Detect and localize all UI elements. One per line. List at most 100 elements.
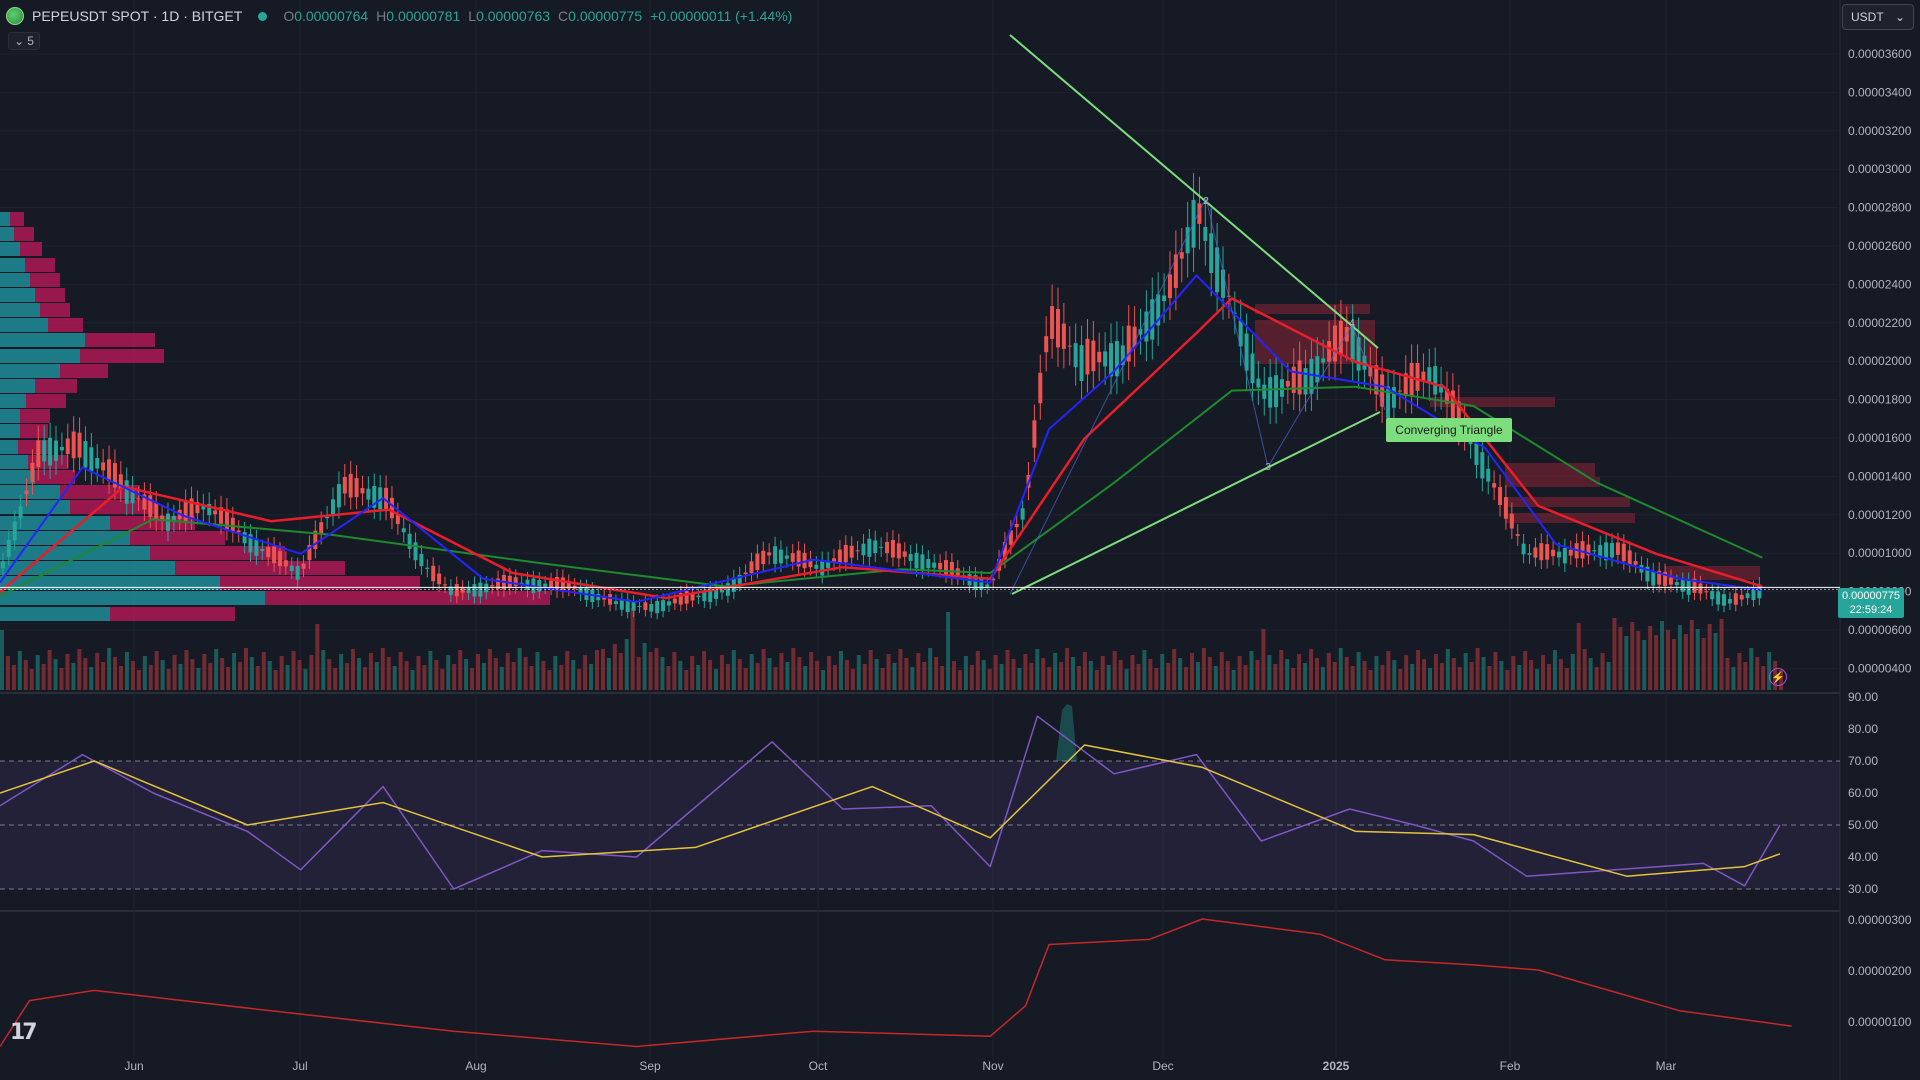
volume-bar [1243, 665, 1248, 690]
volume-profile-buy [0, 394, 26, 408]
currency-select[interactable]: USDT ⌄ [1842, 4, 1914, 30]
volume-bar [1178, 658, 1183, 690]
volume-bar [392, 666, 397, 690]
volume-bar [809, 652, 814, 690]
candle-body [1503, 497, 1508, 519]
candle-body [83, 441, 88, 468]
triangle-upper-trendline [1009, 34, 1379, 349]
volume-bar [59, 668, 64, 690]
candle-body [896, 543, 901, 559]
candle-body [171, 515, 176, 522]
volume-bar [1737, 653, 1742, 690]
volume-bar [940, 666, 945, 690]
candle-body [1014, 523, 1019, 528]
volume-bar [1588, 658, 1593, 690]
candle-body [1539, 543, 1544, 561]
candle-body [1391, 387, 1396, 408]
tradingview-logo[interactable]: 17 [10, 1020, 38, 1045]
volume-bar [547, 670, 552, 690]
candle-body [1203, 226, 1208, 241]
lightning-icon[interactable]: ⚡ [1769, 668, 1787, 686]
volume-bar [1439, 663, 1444, 690]
volume-bar [464, 659, 469, 690]
volume-bar [1713, 633, 1718, 690]
candle-body [1456, 401, 1461, 431]
volume-bar [362, 667, 367, 690]
volume-bar [499, 667, 504, 690]
candle-body [431, 565, 436, 582]
volume-bar [1213, 666, 1218, 690]
volume-bar [1071, 657, 1075, 690]
candle-body [1061, 323, 1066, 349]
candle-body [1321, 358, 1326, 363]
volume-bar [267, 661, 272, 690]
candle-body [289, 565, 294, 571]
candle-body [1439, 384, 1444, 393]
candle-body [755, 553, 760, 571]
pattern-label[interactable]: Converging Triangle [1386, 418, 1512, 442]
candle-body [1733, 593, 1738, 605]
volume-bar [880, 668, 885, 690]
volume-bar [827, 656, 832, 690]
candle-body [248, 534, 253, 553]
candle-body [53, 440, 58, 462]
volume-bar [1047, 667, 1052, 690]
candle-body [1592, 550, 1597, 552]
candle-body [336, 484, 341, 508]
candle-body [778, 549, 783, 564]
candle-body [920, 554, 925, 571]
candle-body [148, 495, 153, 517]
candle-body [578, 587, 583, 594]
candle-body [254, 539, 259, 556]
volume-bar [993, 655, 998, 690]
volume-bar [910, 667, 915, 690]
candle-body [702, 591, 707, 602]
candle-body [348, 473, 353, 498]
volume-bar [892, 663, 897, 690]
volume-bar [398, 652, 403, 690]
candle-body [1109, 343, 1114, 377]
candle-body [1745, 593, 1750, 599]
volume-bar [779, 653, 784, 690]
symbol-title[interactable]: PEPEUSDT SPOT · 1D · BITGET [32, 8, 243, 24]
bar-countdown: 22:59:24 [1849, 604, 1893, 616]
volume-bar [1142, 650, 1147, 690]
volume-bar [47, 650, 52, 690]
candle-body [401, 528, 406, 533]
volume-bar [755, 663, 760, 690]
candle-body [1274, 375, 1279, 408]
volume-bar [41, 664, 46, 690]
low-label: L [468, 8, 477, 24]
candle-body [1615, 542, 1620, 555]
candle-body [59, 446, 64, 451]
candle-body [219, 507, 224, 524]
candle-body [1433, 366, 1438, 395]
volume-bars [0, 608, 1784, 690]
volume-profile-sell [20, 424, 48, 438]
volume-bar [1380, 665, 1385, 690]
volume-bar [214, 649, 219, 690]
volume-profile-buy [0, 409, 20, 423]
volume-bar [238, 662, 242, 690]
volume-bar [660, 657, 665, 690]
indicator-toggle-button[interactable]: ⌄ 5 [8, 32, 40, 50]
volume-profile-buy [0, 546, 150, 560]
volume-bar [1172, 649, 1177, 690]
candle-body [266, 547, 271, 558]
candle-body [1132, 326, 1137, 348]
volume-profile-buy [0, 516, 110, 530]
ema-mid-line [0, 297, 1763, 600]
candle-body [672, 598, 677, 604]
volume-bar [380, 648, 385, 690]
candle-body [1657, 570, 1662, 585]
candle-body [1521, 543, 1526, 555]
candle-body [1716, 591, 1721, 605]
candle-body [666, 601, 671, 606]
volume-bar [595, 650, 599, 690]
candle-body [1545, 544, 1550, 560]
volume-bar [1564, 668, 1569, 690]
volume-bar [1273, 664, 1278, 690]
candle-body [112, 463, 117, 488]
volume-bar [1279, 650, 1284, 690]
